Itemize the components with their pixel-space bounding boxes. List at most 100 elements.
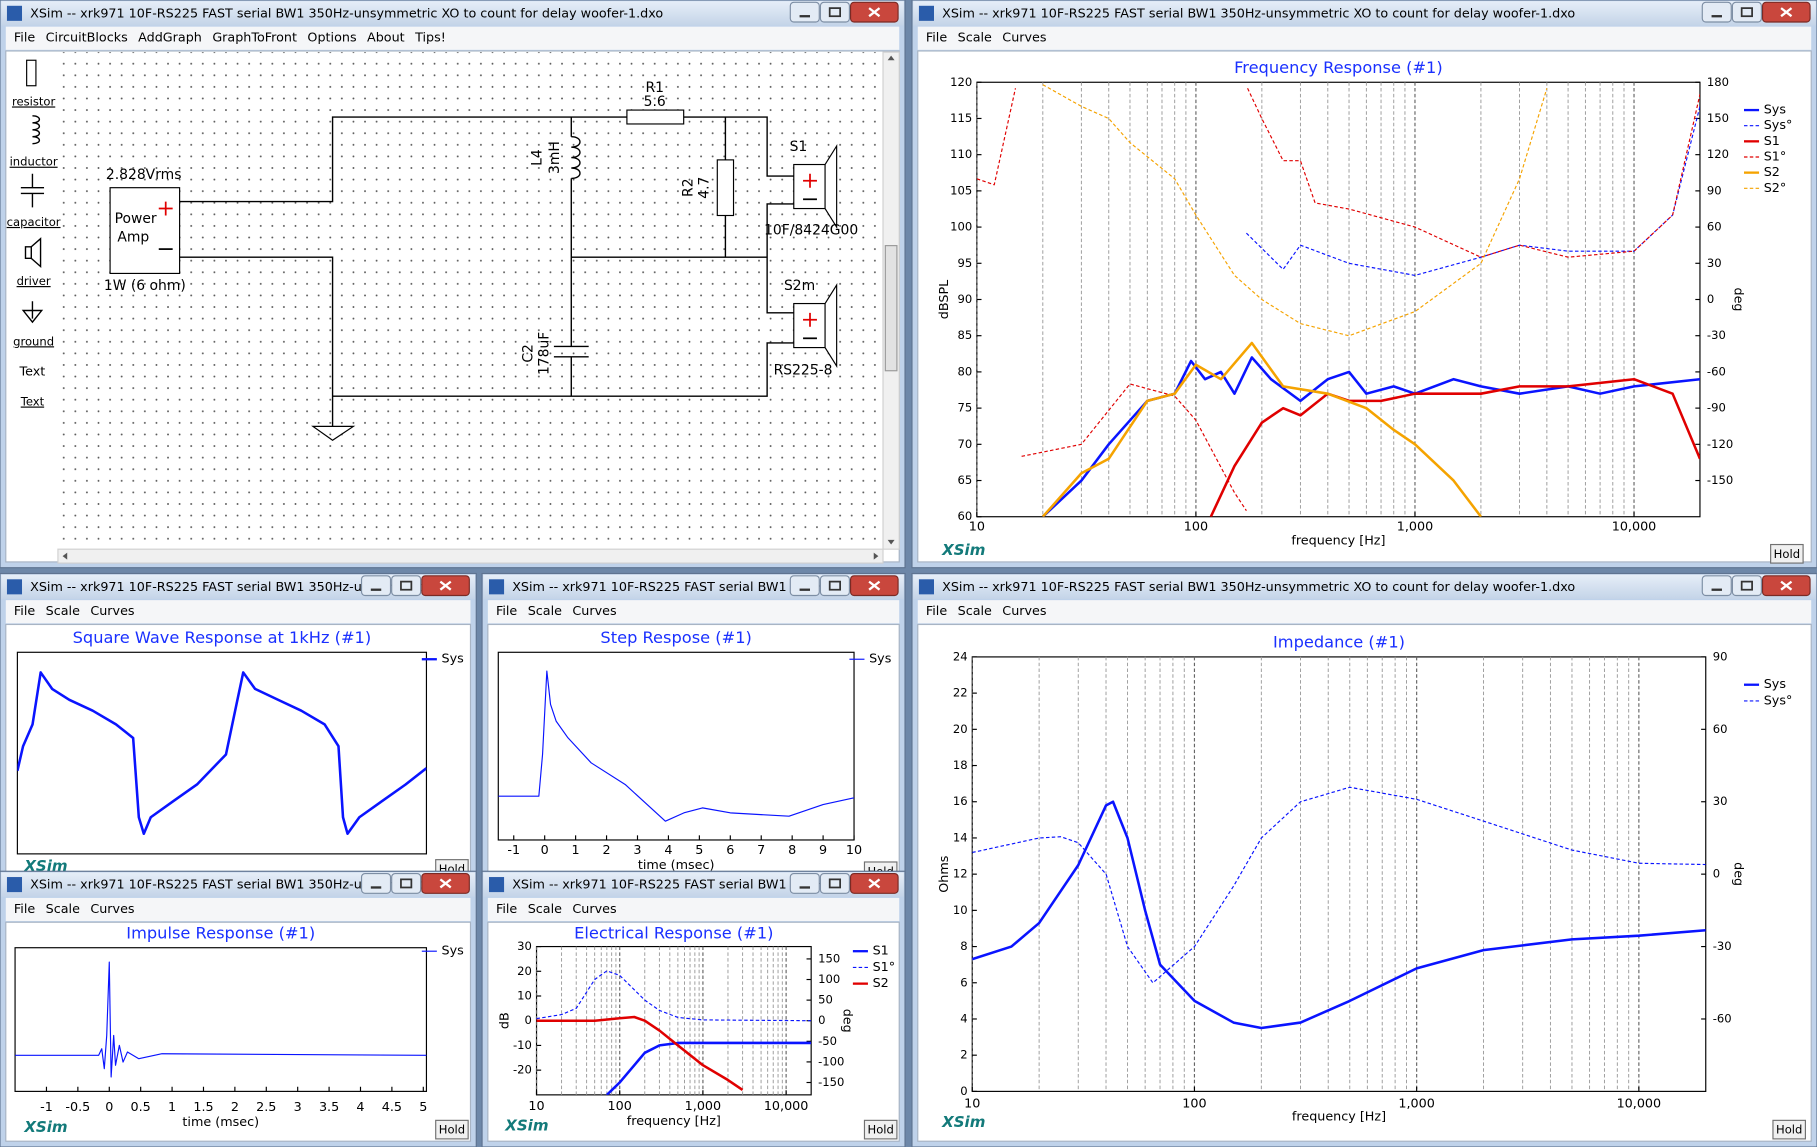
curve [536,1015,744,1091]
tool[interactable]: inductor [10,155,58,169]
tool[interactable]: ground [13,334,54,348]
y2-tick-label: 30 [1713,794,1728,808]
window-icon [6,579,23,595]
x-tick-label: 10,000 [764,1099,809,1114]
y2-tick-label: -30 [1713,939,1732,953]
legend-label: Sys [442,652,465,667]
close-glyph [1780,580,1793,591]
maximize-button[interactable] [391,575,422,597]
x-tick-label: 100 [1182,1097,1206,1112]
menu-item[interactable]: Tips! [414,31,446,46]
x-tick-label: 10 [846,843,862,858]
y2-tick-label: -60 [1707,364,1726,378]
menu-item[interactable]: Scale [958,604,992,619]
plus [803,173,817,188]
x-tick-label: 10 [528,1099,544,1114]
menu-item[interactable]: Options [307,31,357,46]
y-tick-label: 120 [950,75,972,89]
maximize-glyph [828,7,841,18]
menu-item[interactable]: File [14,604,35,619]
hold-button[interactable] [863,1119,898,1140]
menu-item[interactable]: Scale [46,902,80,917]
x-axis-label: time (msec) [638,858,715,873]
menu-item[interactable]: Curves [90,902,135,917]
menu-item[interactable]: File [926,604,947,619]
menu-item[interactable]: Scale [958,31,992,46]
hold-label[interactable]: Hold [439,1123,465,1137]
x-tick-label: 6 [726,843,734,858]
menu-item[interactable]: Curves [572,604,617,619]
sl: C2 [520,344,536,363]
curve [17,671,427,835]
graph-window: XSim -- xrk971 10F-RS225 FAST serial BW1… [481,870,906,1147]
minimize-button[interactable] [1701,575,1732,597]
window-title: XSim -- xrk971 10F-RS225 FAST serial BW1… [30,580,442,595]
hold-label[interactable]: Hold [1776,1123,1802,1137]
curve [498,670,855,822]
maximize-button[interactable] [819,575,850,597]
dot-grid [57,52,884,549]
curves [972,786,1706,1030]
y2-axis-label: deg [1731,287,1746,311]
menu-item[interactable]: File [496,902,517,917]
plus [803,312,817,327]
minimize-button[interactable] [789,1,820,23]
maximize-button[interactable] [391,872,422,894]
minimize-button[interactable] [360,575,392,597]
chart-title: Frequency Response (#1) [1234,58,1443,77]
brand-label: XSim [23,857,67,875]
maximize-button[interactable] [1731,1,1762,23]
menu-item[interactable]: Scale [528,604,562,619]
curve [976,88,1700,512]
y2-tick-label: 150 [1707,111,1729,125]
x-tick-label: 8 [788,843,796,858]
minimize-button[interactable] [360,872,392,894]
tool[interactable]: Text [20,395,45,409]
menu-item[interactable]: Curves [1002,31,1047,46]
y-tick-label: 80 [957,364,972,378]
tool[interactable]: driver [17,274,51,288]
title-bar [913,1,1816,26]
menu-item[interactable]: CircuitBlocks [46,31,128,46]
tool[interactable]: capacitor [7,215,61,229]
menu-item[interactable]: File [14,31,35,46]
x-tick-label: 7 [757,843,765,858]
menu-item[interactable]: Curves [90,604,135,619]
hold-button[interactable] [435,1119,469,1140]
hold-button[interactable] [1770,543,1804,564]
menu-item[interactable]: File [926,31,947,46]
menu-item[interactable]: Curves [1002,604,1047,619]
menu-item[interactable]: File [496,604,517,619]
y-tick-label: 0 [525,1013,532,1027]
menu-item[interactable]: About [367,31,405,46]
menu-item[interactable]: Curves [572,902,617,917]
minimize-button[interactable] [789,872,820,894]
menu-bar [5,897,471,922]
curve [972,786,1706,984]
maximize-button[interactable] [819,872,850,894]
menu-bar [5,600,471,624]
chart-title: Step Respose (#1) [600,628,751,647]
brand-label: XSim [941,541,985,559]
tool-text[interactable]: Text [19,364,46,379]
minimize-button[interactable] [789,575,820,597]
legend-label: Sys [869,652,892,667]
y-axis-label: dBSPL [937,279,952,319]
minimize-button[interactable] [1701,1,1732,23]
menu-item[interactable]: Scale [46,604,80,619]
hold-label[interactable]: Hold [868,1123,894,1137]
y-tick-label: 14 [953,830,968,844]
menu-item[interactable]: GraphToFront [212,31,297,46]
x-tick-label: 2 [231,1100,239,1115]
maximize-button[interactable] [1731,575,1762,597]
sl: 2.828Vrms [106,167,182,183]
x-tick-label: 4 [664,843,672,858]
maximize-button[interactable] [819,1,850,23]
y-tick-label: 85 [957,328,972,342]
hold-label[interactable]: Hold [1774,547,1800,561]
menu-item[interactable]: Scale [528,902,562,917]
hold-button[interactable] [1772,1119,1806,1140]
menu-item[interactable]: File [14,902,35,917]
menu-item[interactable]: AddGraph [138,31,202,46]
tool[interactable]: resistor [12,94,56,108]
